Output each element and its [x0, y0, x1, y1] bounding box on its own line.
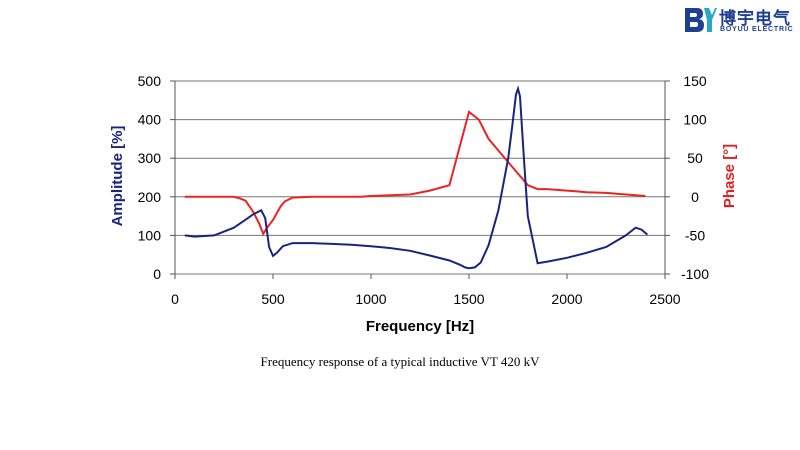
logo-name-en: BOYUU ELECTRIC [720, 26, 794, 33]
left-tick-label: 400 [138, 112, 162, 128]
amplitude-series-line [184, 85, 649, 270]
boyuu-logo-icon [685, 8, 717, 32]
left-tick-label: 300 [138, 150, 162, 166]
right-tick-label: 50 [687, 150, 703, 166]
right-tick-label: -100 [681, 266, 709, 282]
x-tick-label: 1500 [453, 291, 484, 307]
x-tick-label: 1000 [355, 291, 386, 307]
left-axis-label: Amplitude [%] [109, 126, 126, 227]
left-tick-label: 100 [138, 227, 162, 243]
x-tick-label: 0 [171, 291, 179, 307]
x-tick-label: 2500 [649, 291, 680, 307]
right-tick-label: 0 [691, 189, 699, 205]
x-tick-label: 2000 [551, 291, 582, 307]
left-tick-label: 500 [138, 73, 162, 89]
company-logo: 博宇电气 BOYUU ELECTRIC [683, 4, 797, 38]
right-tick-label: -50 [685, 227, 705, 243]
right-axis-ticks: -100 -50 0 50 100 150 [665, 73, 709, 282]
left-tick-label: 0 [153, 266, 161, 282]
phase-series-line [184, 110, 646, 237]
left-tick-label: 200 [138, 189, 162, 205]
left-axis-ticks: 0 100 200 300 400 500 [138, 73, 175, 282]
logo-name-cn: 博宇电气 [719, 9, 791, 29]
x-axis-ticks: 0 500 1000 1500 2000 2500 [171, 274, 681, 307]
right-tick-label: 100 [683, 112, 707, 128]
right-axis-label: Phase [°] [721, 144, 738, 208]
figure-caption: Frequency response of a typical inductiv… [260, 354, 540, 369]
x-axis-label: Frequency [Hz] [366, 318, 474, 335]
x-tick-label: 500 [261, 291, 285, 307]
frequency-response-chart: 0 100 200 300 400 500 -100 -50 0 50 100 150 0 500 10… [109, 73, 738, 335]
right-tick-label: 150 [683, 73, 707, 89]
grid-lines [174, 80, 666, 275]
